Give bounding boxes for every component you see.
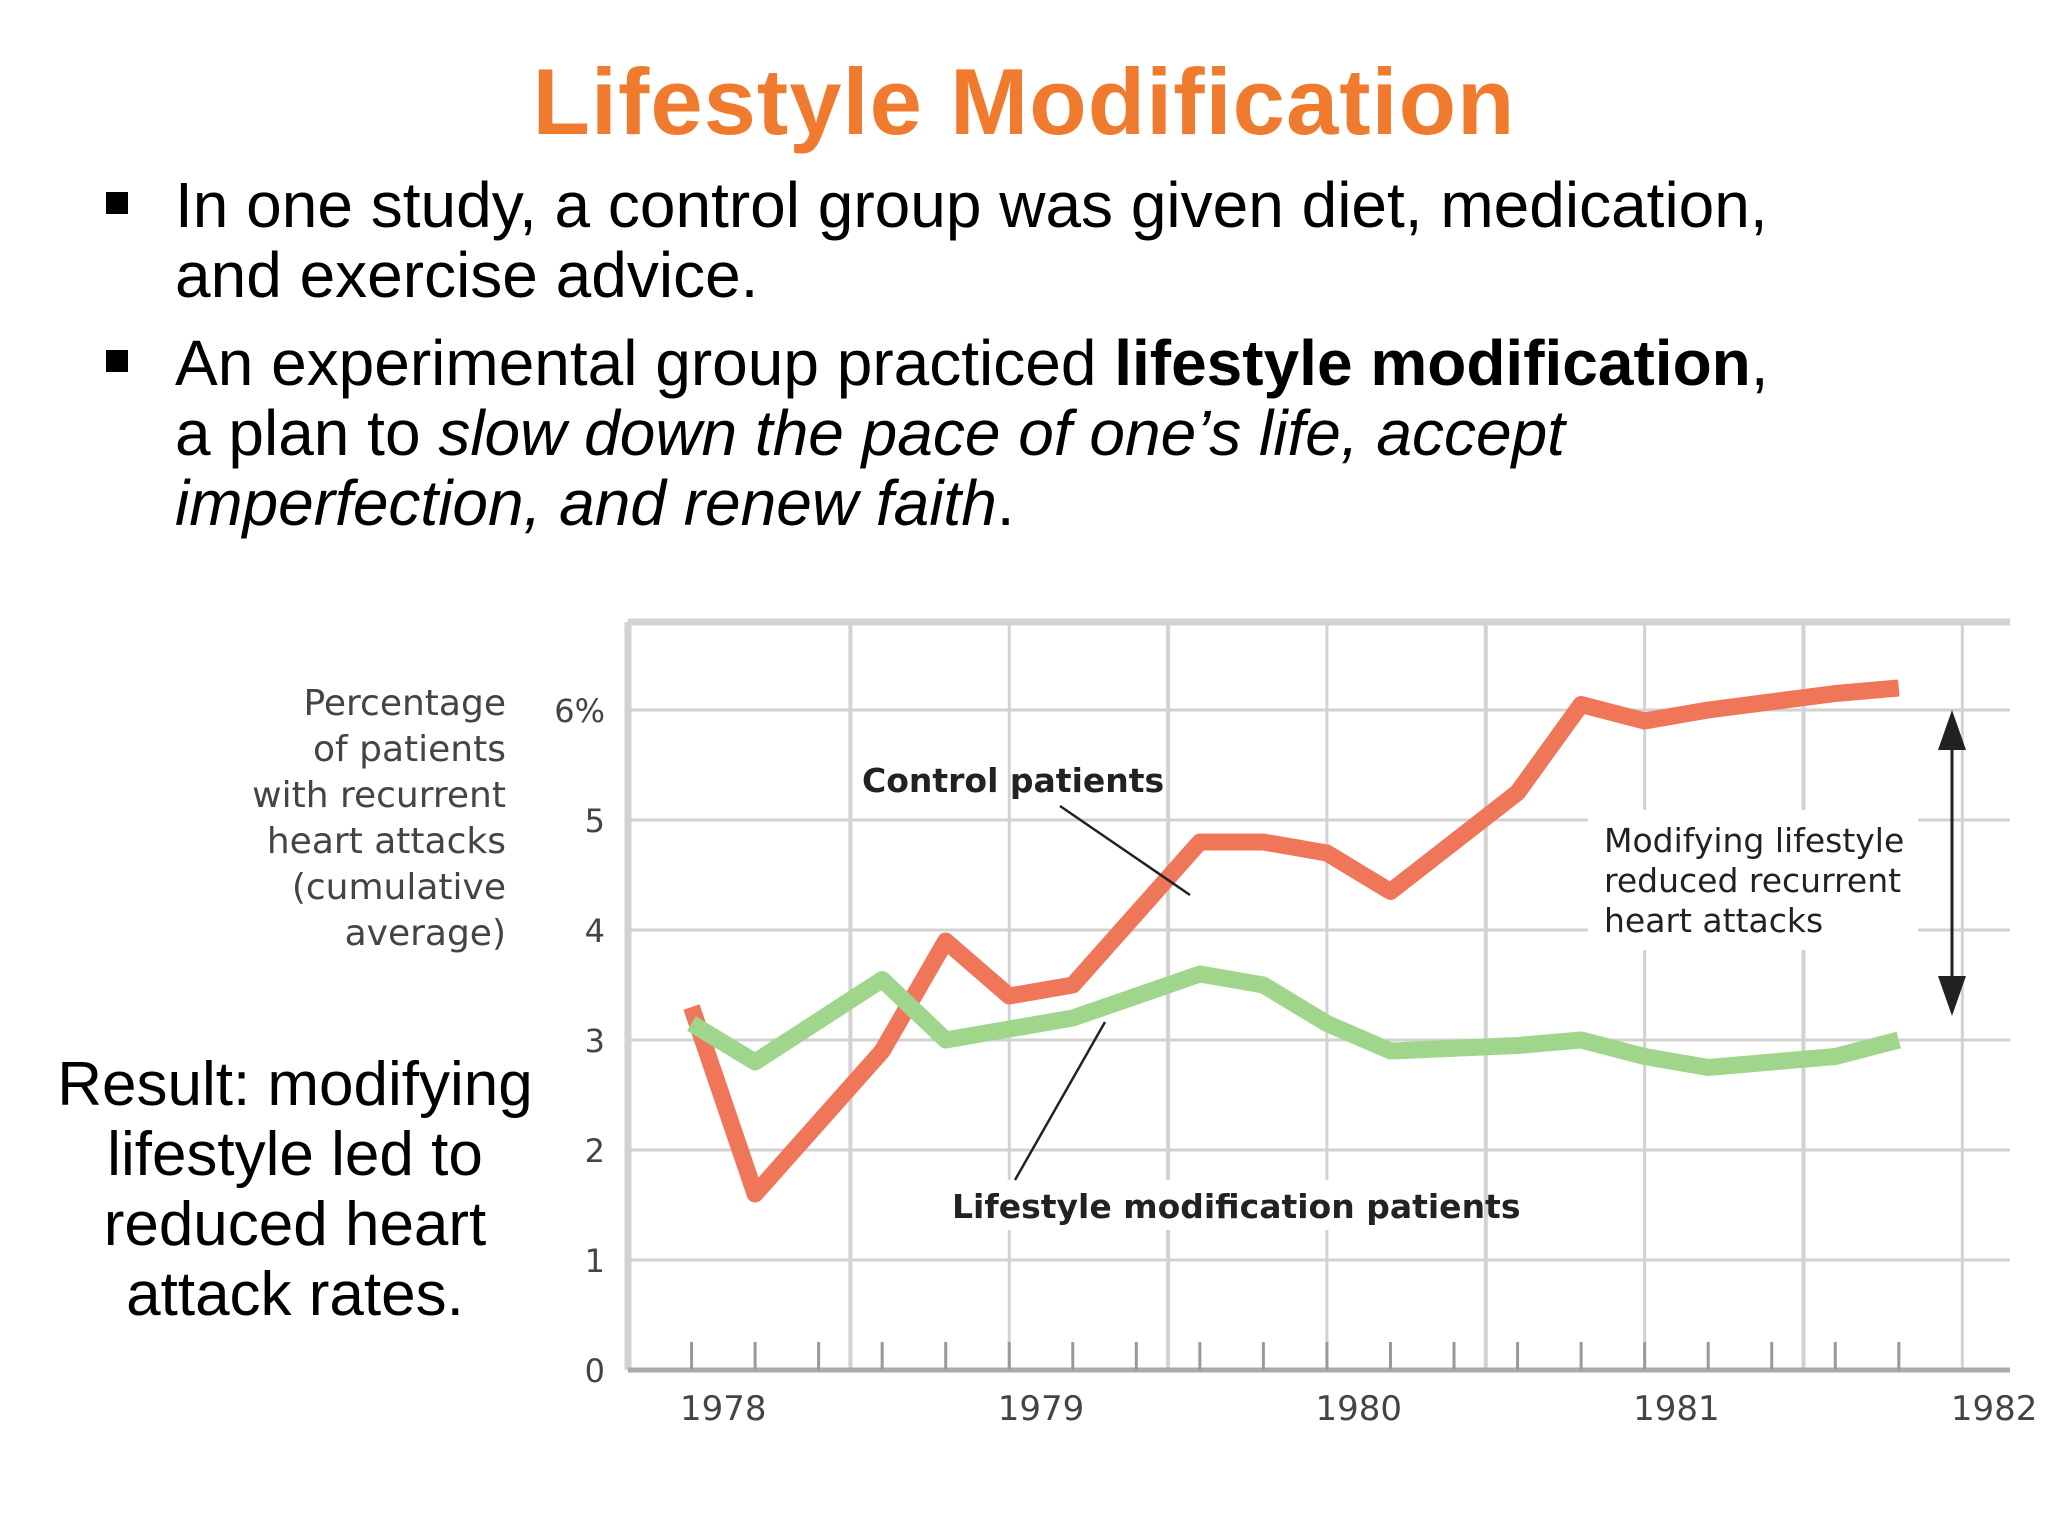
bullet-item-experimental-group: An experimental group practiced lifestyl… — [100, 328, 1800, 538]
axis-layer — [628, 1342, 2010, 1373]
lifestyle-patients-leader — [1013, 1021, 1107, 1181]
series-layer — [683, 679, 1901, 1203]
y-tick-label: 6% — [554, 692, 605, 730]
y-axis-label-line: (cumulative — [292, 867, 506, 908]
bullet-list: In one study, a control group was given … — [100, 170, 1800, 556]
x-tick-label: 1982 — [1951, 1389, 2038, 1429]
reduction-note-line: reduced recurrent — [1604, 861, 1901, 900]
bullet-text-period: . — [996, 467, 1015, 539]
slide-title: Lifestyle Modification — [532, 49, 1516, 154]
square-bullet-icon — [106, 350, 128, 372]
bullet-text-plan-intro: , a plan to — [175, 327, 1769, 469]
x-tick-label: 1978 — [680, 1389, 767, 1429]
control-patients-leader — [1059, 804, 1191, 897]
y-tick-label: 2 — [585, 1132, 605, 1170]
bullet-text-control-group: In one study, a control group was given … — [175, 169, 1768, 311]
difference-arrow-head-down — [1938, 976, 1966, 1016]
bullet-text-plan-description: slow down the pace of one’s life, accept… — [175, 397, 1565, 539]
y-axis-label-line: Percentage — [303, 683, 506, 724]
lifestyle-patients-label: Lifestyle modification patients — [952, 1187, 1520, 1226]
control-patients-line — [683, 679, 1900, 1203]
lifestyle-label-bg — [940, 1180, 1470, 1230]
result-text: Result: modifying lifestyle led to reduc… — [57, 1050, 533, 1329]
grid-layer — [624, 618, 2010, 1370]
y-tick-label: 1 — [585, 1242, 605, 1280]
y-axis-label-line: average) — [345, 913, 506, 954]
bullet-term-lifestyle-modification: lifestyle modification — [1114, 327, 1751, 399]
y-tick-label: 0 — [585, 1352, 605, 1390]
y-tick-label: 4 — [585, 912, 605, 950]
reduction-note-line: Modifying lifestyle — [1604, 821, 1904, 860]
label-layer: 0 1 2 3 4 5 6% 1978 1979 1980 1981 1982 Percentage of… — [252, 683, 2037, 1429]
y-tick-label: 5 — [585, 802, 605, 840]
reduction-note-line: heart attacks — [1604, 901, 1823, 940]
y-axis-label-line: of patients — [313, 729, 506, 770]
x-tick-label: 1981 — [1633, 1389, 1720, 1429]
x-tick-label: 1980 — [1315, 1389, 1402, 1429]
lifestyle-patients-line — [687, 965, 1901, 1076]
difference-arrow-head-up — [1938, 710, 1966, 750]
reduction-note-bg — [1588, 810, 1918, 950]
y-axis-label-line: heart attacks — [267, 821, 506, 862]
y-tick-label: 3 — [585, 1022, 605, 1060]
control-patients-label: Control patients — [862, 761, 1164, 800]
square-bullet-icon — [106, 192, 128, 214]
x-tick-label: 1979 — [998, 1389, 1085, 1429]
bullet-text-experimental-intro: An experimental group practiced — [175, 327, 1115, 399]
bullet-item-control-group: In one study, a control group was given … — [100, 170, 1800, 310]
y-axis-label-line: with recurrent — [252, 775, 506, 816]
